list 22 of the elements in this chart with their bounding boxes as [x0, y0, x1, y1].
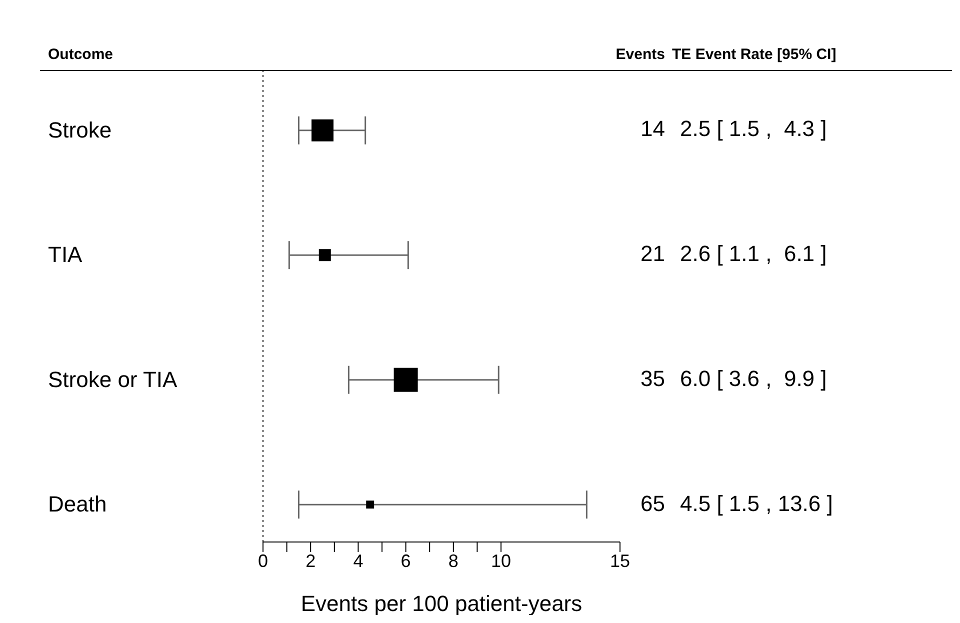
- x-tick-label: 2: [306, 550, 316, 571]
- text: 21: [640, 241, 665, 268]
- text: 2.6 [ 1.1 , 6.1 ]: [680, 241, 827, 268]
- y-tick-label: TIA: [48, 242, 83, 268]
- text: 6.0 [ 3.6 , 9.9 ]: [680, 366, 827, 392]
- text: 65: [640, 490, 665, 517]
- x-tick-label: 4: [353, 550, 364, 571]
- x-tick-label: 6: [400, 550, 411, 571]
- text: TE Event Rate [95% CI]: [672, 46, 836, 63]
- y-tick-label: Stroke or TIA: [48, 366, 178, 392]
- x-tick-label: 15: [610, 550, 630, 571]
- text: 35: [640, 366, 665, 392]
- text: Events: [616, 46, 665, 63]
- text: 14: [640, 116, 665, 142]
- text: 2.5 [ 1.5 , 4.3 ]: [680, 116, 827, 142]
- text: Outcome: [48, 46, 114, 63]
- x-tick-label: 8: [448, 550, 458, 571]
- text: 4.5 [ 1.5 , 13.6 ]: [680, 490, 833, 517]
- x-tick-label: 10: [490, 550, 512, 571]
- y-tick-label: Stroke: [48, 117, 112, 142]
- y-tick-label: Death: [48, 492, 107, 517]
- x-tick-label: 0: [258, 550, 268, 571]
